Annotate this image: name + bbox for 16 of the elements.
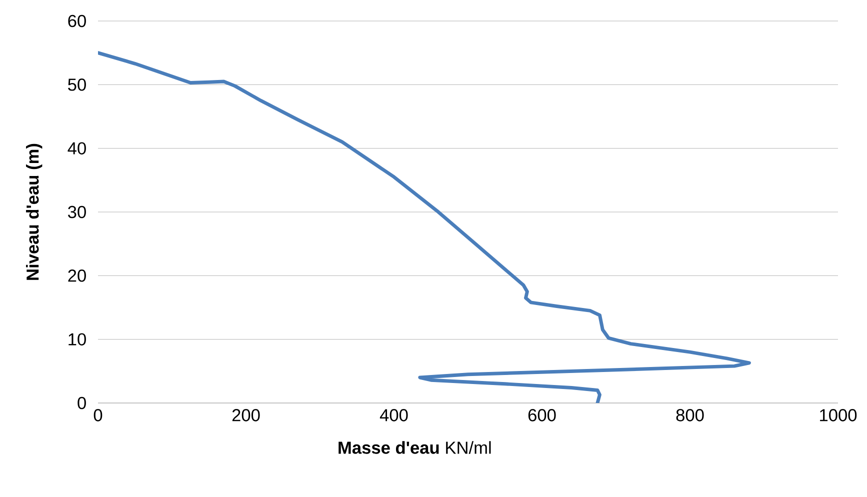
x-tick-label: 0 bbox=[94, 409, 102, 422]
y-tick-label: 30 bbox=[68, 206, 86, 218]
y-tick-label: 60 bbox=[68, 14, 86, 28]
y-tick-label: 20 bbox=[68, 270, 86, 282]
x-tick-label: 400 bbox=[380, 409, 408, 422]
y-tick-label: 10 bbox=[68, 333, 86, 346]
x-tick-label: 1000 bbox=[820, 409, 857, 422]
y-tick-label: 0 bbox=[78, 396, 86, 410]
x-axis-title: Masse d'eau KN/ml bbox=[338, 441, 491, 454]
x-tick-label: 200 bbox=[232, 409, 260, 422]
y-axis-title: Niveau d'eau (m) bbox=[26, 144, 42, 280]
y-tick-label: 50 bbox=[68, 78, 86, 91]
line-series bbox=[98, 51, 751, 404]
x-tick-label: 800 bbox=[676, 409, 704, 422]
y-tick-label: 40 bbox=[68, 142, 86, 154]
x-tick-label: 600 bbox=[528, 409, 556, 422]
